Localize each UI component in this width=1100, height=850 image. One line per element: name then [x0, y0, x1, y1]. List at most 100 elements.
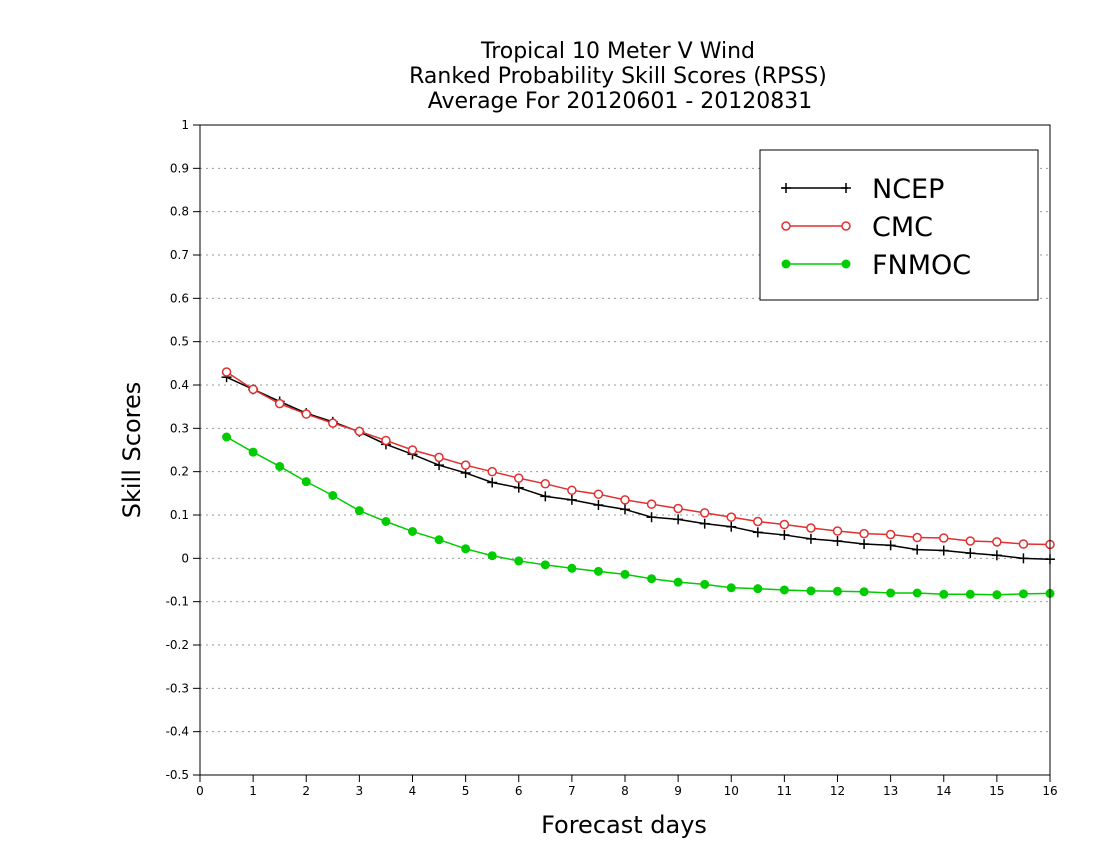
- data-point-fnmoc: [779, 585, 789, 595]
- y-tick-label: 1: [181, 118, 189, 132]
- data-point-cmc: [301, 409, 311, 419]
- chart-title-line-1: Tropical 10 Meter V Wind: [480, 39, 755, 64]
- data-point-cmc: [965, 536, 976, 546]
- data-point-cmc: [407, 445, 418, 455]
- data-point-ncep: [566, 494, 577, 505]
- data-point-fnmoc: [275, 461, 285, 471]
- data-point-cmc: [726, 512, 736, 522]
- data-point-fnmoc: [753, 584, 763, 594]
- y-tick-label: 0.1: [170, 508, 189, 522]
- data-point-fnmoc: [434, 535, 444, 545]
- y-tick-label: -0.1: [166, 595, 189, 609]
- data-point-ncep: [540, 491, 551, 502]
- data-point-fnmoc: [647, 574, 657, 584]
- data-point-fnmoc: [461, 544, 471, 554]
- chart-title-group: Tropical 10 Meter V Wind Ranked Probabil…: [409, 39, 827, 114]
- data-point-fnmoc: [567, 563, 577, 573]
- data-point-ncep: [832, 536, 843, 546]
- x-tick-label: 4: [409, 784, 417, 798]
- data-point-fnmoc: [408, 526, 417, 536]
- x-tick-label: 6: [515, 784, 523, 798]
- legend-marker-start-fnmoc: [781, 259, 791, 269]
- y-tick-label: 0.6: [170, 291, 189, 305]
- data-point-ncep: [965, 548, 976, 559]
- data-point-cmc: [274, 398, 285, 409]
- data-point-fnmoc: [248, 447, 258, 457]
- data-point-ncep: [938, 545, 949, 556]
- data-point-cmc: [859, 528, 869, 539]
- x-tick-label: 14: [936, 784, 951, 798]
- data-point-ncep: [726, 521, 737, 532]
- data-point-fnmoc: [514, 556, 524, 566]
- data-point-fnmoc: [381, 517, 391, 526]
- data-point-fnmoc: [487, 551, 497, 561]
- data-point-fnmoc: [328, 491, 338, 500]
- data-point-cmc: [381, 435, 391, 446]
- y-axis-label: Skill Scores: [118, 382, 146, 519]
- data-point-ncep: [1018, 553, 1029, 564]
- x-tick-label: 11: [777, 784, 792, 798]
- data-point-ncep: [593, 500, 604, 511]
- data-point-cmc: [514, 473, 524, 483]
- data-point-cmc: [779, 519, 790, 530]
- data-point-cmc: [434, 452, 444, 463]
- x-axis-ticks: 0 1 2 3 4 5 6 7 8 9 10 11 12 13 14 15 16: [196, 775, 1058, 798]
- x-tick-label: 1: [249, 784, 257, 798]
- data-point-ncep: [779, 529, 790, 540]
- data-point-cmc: [487, 466, 497, 477]
- plot-frame: [199, 124, 1051, 776]
- data-point-cmc: [646, 499, 657, 509]
- data-point-fnmoc: [700, 579, 710, 589]
- y-tick-label: 0.9: [170, 161, 189, 175]
- x-tick-label: 13: [883, 784, 898, 798]
- y-tick-label: 0.5: [170, 335, 189, 349]
- data-point-cmc: [354, 426, 365, 437]
- data-point-fnmoc: [354, 506, 364, 516]
- x-tick-label: 16: [1042, 784, 1057, 798]
- data-point-fnmoc: [1018, 589, 1028, 599]
- y-axis-ticks: -0.5 -0.4 -0.3 -0.2 -0.1 0 0.1 0.2 0.3 0.4 0.5 0.6 0…: [166, 118, 200, 782]
- legend-entry-cmc: CMC: [781, 212, 933, 243]
- data-point-ncep: [699, 518, 710, 529]
- data-point-ncep: [912, 544, 923, 555]
- data-point-cmc: [540, 479, 551, 489]
- data-point-ncep: [805, 533, 816, 544]
- legend-label-cmc: CMC: [872, 212, 933, 243]
- x-tick-label: 15: [989, 784, 1004, 798]
- legend-marker-end-ncep: [841, 183, 851, 193]
- legend-marker-end-cmc: [841, 221, 851, 231]
- data-point-ncep: [673, 514, 684, 525]
- data-point-cmc: [673, 503, 683, 514]
- x-tick-label: 12: [830, 784, 845, 798]
- y-tick-label: 0.8: [170, 205, 189, 219]
- data-point-cmc: [460, 460, 471, 470]
- series-line-fnmoc: [226, 436, 1051, 596]
- x-axis-label: Forecast days: [541, 811, 707, 839]
- legend: NCEP CMC FNMOC: [759, 149, 1039, 301]
- chart-title-line-3: Average For 20120601 - 20120831: [428, 89, 813, 114]
- data-point-fnmoc: [806, 586, 816, 596]
- data-point-fnmoc: [222, 432, 232, 442]
- data-point-ncep: [991, 550, 1002, 561]
- legend-marker-start-ncep: [781, 183, 791, 193]
- y-tick-label: 0.2: [170, 465, 189, 479]
- data-point-cmc: [1018, 539, 1029, 549]
- data-point-fnmoc: [912, 588, 922, 598]
- data-point-ncep: [752, 527, 763, 538]
- data-point-cmc: [620, 495, 630, 505]
- series-line-ncep: [226, 376, 1051, 560]
- data-point-ncep: [859, 539, 870, 550]
- data-point-fnmoc: [620, 569, 630, 579]
- data-point-fnmoc: [886, 588, 896, 598]
- x-tick-label: 10: [724, 784, 739, 798]
- data-point-cmc: [221, 367, 232, 377]
- data-point-cmc: [567, 485, 577, 496]
- y-tick-label: 0.4: [170, 378, 189, 392]
- data-point-ncep: [646, 512, 657, 523]
- data-point-fnmoc: [833, 586, 842, 596]
- data-point-cmc: [806, 523, 816, 533]
- data-point-cmc: [832, 526, 843, 536]
- y-tick-label: 0: [181, 551, 189, 565]
- legend-label-fnmoc: FNMOC: [872, 250, 971, 281]
